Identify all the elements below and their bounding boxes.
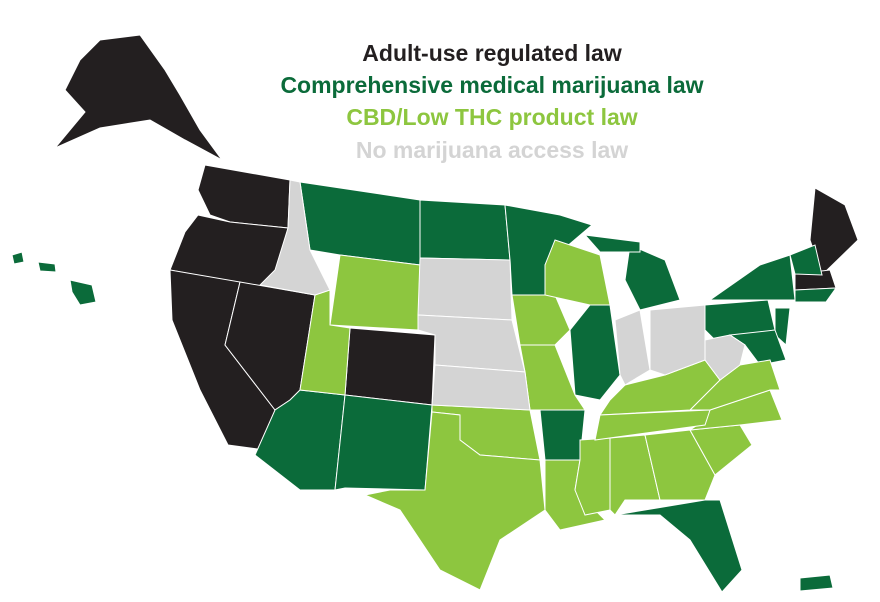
state — [258, 179, 331, 296]
state — [334, 394, 433, 491]
legend: Adult-use regulated law Comprehensive me… — [280, 40, 703, 163]
state — [539, 409, 586, 461]
state — [419, 199, 511, 261]
state — [614, 499, 743, 593]
legend-entry: Adult-use regulated law — [362, 40, 622, 66]
state — [344, 327, 436, 406]
state — [417, 257, 513, 321]
state — [809, 187, 859, 276]
state — [774, 307, 791, 347]
legend-entry: No marijuana access law — [356, 137, 628, 163]
state — [299, 181, 421, 266]
state — [54, 34, 223, 161]
state — [644, 429, 716, 501]
state — [511, 294, 571, 346]
state — [11, 251, 25, 265]
state — [544, 239, 611, 306]
state — [431, 364, 531, 411]
state — [69, 279, 97, 306]
state — [624, 244, 681, 311]
state — [594, 409, 711, 441]
state — [583, 234, 641, 253]
states — [11, 34, 859, 593]
state — [789, 244, 823, 276]
state — [574, 437, 611, 516]
state — [614, 309, 651, 386]
state — [704, 334, 746, 381]
state — [329, 254, 421, 331]
state — [37, 261, 57, 273]
state — [569, 304, 621, 401]
legend-entry: Comprehensive medical marijuana law — [280, 72, 703, 98]
state — [799, 574, 834, 592]
state — [708, 254, 796, 301]
state — [794, 287, 838, 303]
legend-entry: CBD/Low THC product law — [346, 104, 637, 130]
state — [363, 411, 546, 591]
